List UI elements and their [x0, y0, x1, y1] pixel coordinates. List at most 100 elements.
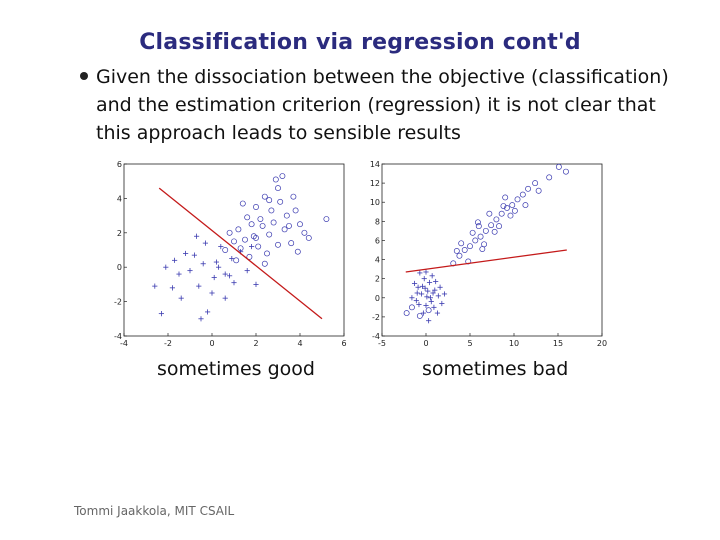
plus-point — [205, 309, 211, 315]
caption-bad: sometimes bad — [422, 358, 569, 380]
scatter-plot-bad: -5 0 5 10 15 20 -4 -2 0 2 4 6 8 10 12 14 — [366, 158, 611, 350]
circle-point — [546, 174, 553, 181]
circle-point — [279, 173, 286, 179]
plus-point — [422, 285, 428, 291]
plus-point — [435, 293, 441, 299]
circle-point — [562, 168, 569, 175]
plus-point — [441, 291, 448, 297]
circle-point — [425, 307, 432, 314]
plus-point — [183, 250, 189, 257]
circle-point — [416, 312, 423, 319]
slide-title: Classification via regression cont'd — [139, 30, 581, 55]
scatter-svg: -5 0 5 10 15 20 -4 -2 0 2 4 6 8 10 12 14 — [370, 160, 607, 348]
x-tick-label: 10 — [509, 339, 519, 348]
plus-point — [417, 270, 423, 276]
plus-point — [425, 288, 431, 294]
y-tick-label: 0 — [375, 294, 380, 303]
circle-point — [491, 228, 498, 235]
plus-point — [439, 300, 445, 307]
plus-point — [426, 318, 432, 324]
plus-point — [152, 283, 158, 289]
circle-point — [469, 229, 476, 236]
bullet-text: Given the dissociation between the objec… — [96, 66, 669, 144]
circle-point — [535, 187, 542, 194]
y-tick-label: -4 — [372, 332, 380, 341]
circle-point — [519, 191, 526, 198]
plus-point — [229, 256, 235, 262]
y-tick-label: 14 — [370, 160, 380, 169]
y-tick-label: 12 — [370, 179, 380, 188]
plus-point — [411, 280, 418, 287]
circle-point — [277, 198, 284, 205]
circle-point — [275, 241, 281, 248]
circle-point — [511, 207, 518, 214]
plus-point — [431, 304, 437, 310]
plus-point — [176, 271, 182, 277]
x-tick-label: -5 — [378, 339, 386, 348]
circle-point — [288, 240, 295, 247]
circle-point — [507, 212, 514, 219]
y-tick-label: 4 — [117, 194, 122, 203]
circle-point — [475, 223, 482, 230]
plus-point — [428, 299, 434, 305]
y-tick-label: -2 — [114, 298, 122, 307]
circle-point — [456, 252, 463, 259]
plus-point — [432, 287, 438, 293]
regression-line — [405, 249, 567, 273]
circle-point — [244, 214, 251, 221]
circle-point — [257, 216, 264, 222]
plus-point — [178, 295, 184, 301]
circle-point — [504, 205, 510, 211]
plus-point — [423, 302, 429, 309]
circle-point — [509, 202, 516, 209]
plus-point — [209, 290, 215, 296]
circle-point — [525, 185, 532, 192]
circle-point — [286, 222, 292, 229]
circle-point — [275, 185, 281, 192]
circle-point — [255, 243, 262, 250]
y-tick-label: 4 — [375, 256, 380, 265]
plus-point — [227, 273, 233, 279]
y-tick-label: 0 — [117, 263, 122, 272]
plus-point — [434, 310, 441, 316]
circle-point — [477, 233, 484, 240]
plus-point — [222, 295, 228, 301]
x-tick-label: -2 — [164, 339, 172, 348]
circle-point — [461, 247, 468, 253]
circle-point — [493, 216, 500, 223]
x-tick-label: 0 — [423, 339, 428, 348]
circle-point — [235, 226, 242, 233]
x-tick-label: 20 — [597, 339, 607, 348]
circle-point — [472, 237, 479, 244]
circle-point — [272, 176, 279, 183]
circle-point — [481, 241, 488, 248]
circle-point — [283, 212, 290, 219]
circle-point — [253, 235, 259, 241]
plus-point — [253, 281, 259, 287]
plus-point — [200, 261, 206, 267]
circle-point — [290, 193, 297, 200]
plus-point — [427, 295, 433, 301]
plus-point — [202, 240, 208, 246]
plus-point — [213, 259, 219, 265]
scatter-svg: -4 -2 0 2 4 6 -4 -2 0 2 4 6 — [114, 160, 347, 348]
regression-line — [158, 187, 323, 320]
y-tick-label: 10 — [370, 198, 380, 207]
plus-point — [437, 284, 443, 290]
plus-point — [194, 233, 200, 239]
plus-point — [426, 279, 433, 286]
axes-frame — [123, 163, 345, 337]
circle-point — [226, 229, 233, 236]
circle-point — [498, 210, 505, 217]
plus-point — [249, 243, 255, 250]
circle-point — [261, 260, 268, 267]
plus-point — [414, 290, 420, 296]
plus-point — [433, 278, 439, 285]
circle-point — [408, 304, 415, 311]
plus-point — [421, 276, 427, 282]
circle-point — [522, 202, 529, 209]
circle-point — [297, 221, 303, 228]
circle-point — [231, 238, 237, 245]
circle-point — [474, 219, 481, 226]
x-tick-label: 15 — [553, 339, 563, 348]
